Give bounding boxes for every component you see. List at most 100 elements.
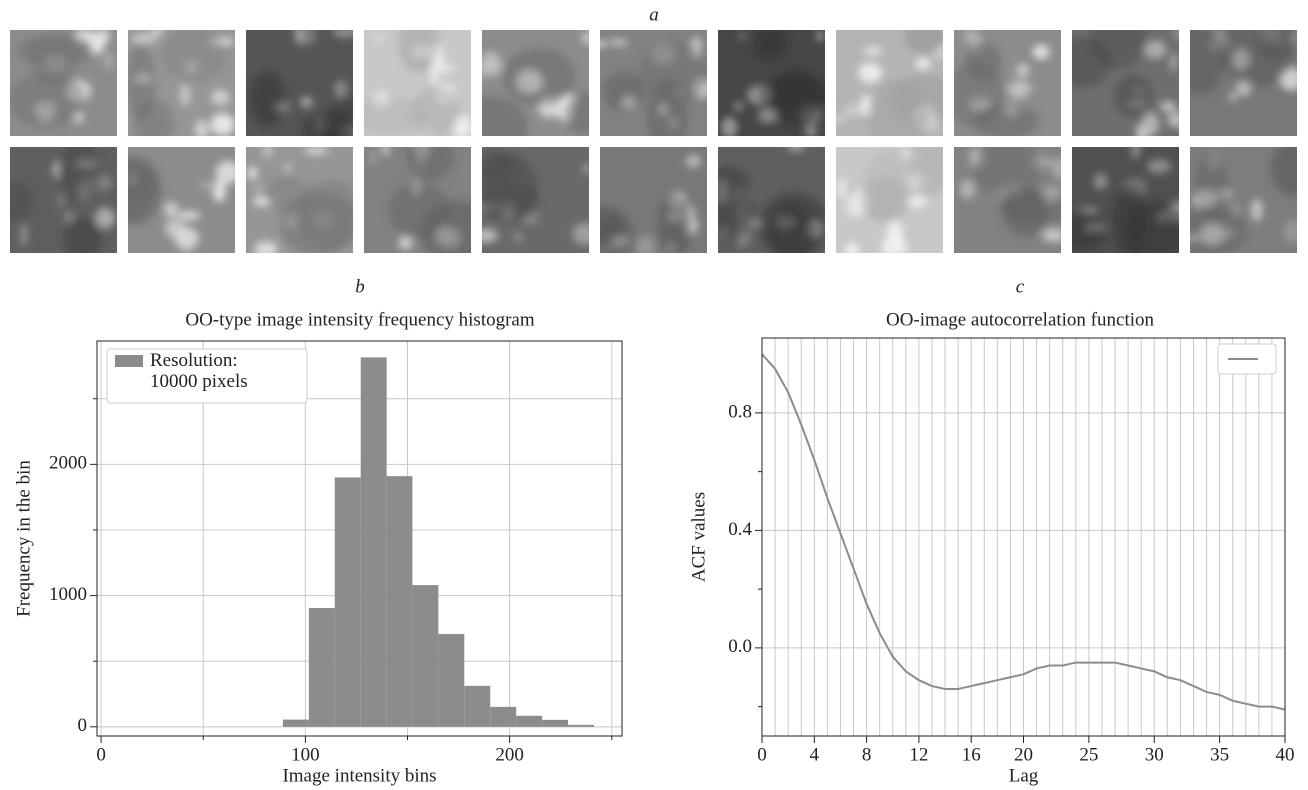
texture-shade	[58, 147, 102, 206]
texture-blob	[572, 223, 589, 245]
tile-texture	[838, 147, 943, 253]
image-tile	[600, 30, 707, 136]
texture-shade	[406, 147, 455, 181]
image-tile	[10, 147, 117, 253]
texture-blob	[836, 115, 848, 122]
texture-blob	[95, 207, 116, 229]
texture-shade	[482, 148, 516, 182]
tile-texture	[600, 36, 707, 136]
texture-blob	[1159, 101, 1177, 112]
y-axis-label: Frequency in the bin	[13, 460, 34, 617]
texture-blob	[434, 65, 456, 72]
histogram-bar	[360, 357, 387, 727]
x-tick-label: 20	[1014, 744, 1033, 765]
texture-blob	[1135, 123, 1148, 136]
x-axis-label: Lag	[1009, 765, 1039, 786]
legend-swatch	[115, 355, 143, 367]
x-tick-label: 16	[962, 744, 981, 765]
texture-blob	[1053, 157, 1061, 180]
image-tile	[836, 30, 943, 136]
texture-shade	[10, 72, 85, 129]
texture-shade	[758, 192, 825, 253]
texture-shade	[482, 96, 529, 136]
y-tick-label: 2000	[49, 453, 87, 474]
panel-label: c	[1016, 276, 1025, 297]
texture-blob	[382, 147, 389, 157]
chart-title: OO-image autocorrelation function	[886, 309, 1155, 330]
texture-blob	[635, 235, 656, 253]
texture-blob	[1174, 30, 1179, 40]
texture-shade	[600, 205, 626, 245]
tile-texture	[1190, 30, 1297, 103]
plot-frame	[761, 337, 1286, 737]
x-tick-label: 100	[291, 744, 320, 765]
texture-blob	[20, 224, 28, 247]
texture-blob	[254, 241, 278, 253]
texture-blob	[805, 126, 817, 136]
y-tick-label: 1000	[49, 584, 87, 605]
texture-shade	[974, 103, 1039, 136]
texture-blob	[843, 104, 866, 116]
texture-blob	[515, 234, 522, 242]
texture-blob	[1167, 111, 1179, 128]
histogram-bar	[308, 608, 335, 727]
tile-texture	[364, 30, 471, 136]
texture-blob	[1014, 68, 1030, 77]
texture-blob	[482, 56, 503, 76]
x-tick-label: 200	[495, 744, 524, 765]
image-tile	[836, 147, 943, 253]
texture-shade	[265, 175, 310, 214]
image-tile	[364, 30, 471, 136]
texture-blob	[959, 179, 976, 200]
texture-blob	[103, 51, 114, 71]
texture-blob	[255, 184, 262, 196]
texture-blob	[247, 166, 257, 180]
texture-shade	[867, 79, 929, 136]
texture-blob	[609, 39, 629, 46]
texture-blob	[838, 177, 846, 200]
texture-blob	[1143, 40, 1167, 59]
texture-shade	[1072, 36, 1112, 88]
image-tile	[10, 30, 117, 136]
texture-blob	[733, 102, 743, 111]
texture-blob	[1170, 52, 1178, 73]
texture-blob	[816, 30, 824, 42]
chart-title: OO-type image intensity frequency histog…	[185, 309, 535, 330]
texture-blob	[915, 58, 931, 70]
texture-shade	[128, 44, 156, 120]
tile-texture	[1072, 30, 1179, 136]
image-tile	[246, 147, 353, 253]
texture-blob	[284, 162, 291, 173]
histogram-bar	[516, 715, 543, 727]
image-tile	[954, 147, 1061, 253]
texture-blob	[583, 163, 589, 174]
texture-shade	[298, 179, 353, 251]
tile-texture	[10, 147, 116, 253]
x-tick-label: 40	[1276, 744, 1295, 765]
image-tile	[1190, 30, 1297, 136]
texture-blob	[1283, 219, 1297, 243]
image-tile	[482, 30, 589, 136]
texture-blob	[263, 147, 273, 159]
texture-blob	[1146, 159, 1172, 174]
plot-frame	[96, 340, 623, 737]
texture-blob	[881, 236, 907, 253]
texture-shade	[398, 30, 439, 74]
texture-shade	[754, 30, 788, 60]
legend-label: Resolution: 10000 pixels	[150, 350, 248, 392]
texture-blob	[600, 40, 608, 48]
texture-shade	[10, 181, 35, 223]
texture-shade	[1195, 151, 1228, 219]
x-tick-label: 12	[909, 744, 928, 765]
texture-blob	[857, 62, 883, 83]
x-tick-label: 25	[1079, 744, 1098, 765]
image-tile	[1072, 147, 1179, 253]
tile-texture	[600, 154, 702, 253]
histogram-bar	[464, 685, 491, 727]
texture-shade	[657, 193, 693, 253]
x-tick-label: 0	[757, 744, 767, 765]
tile-texture	[128, 154, 235, 253]
texture-blob	[962, 30, 979, 43]
histogram-bar	[386, 476, 413, 727]
texture-blob	[164, 201, 179, 218]
